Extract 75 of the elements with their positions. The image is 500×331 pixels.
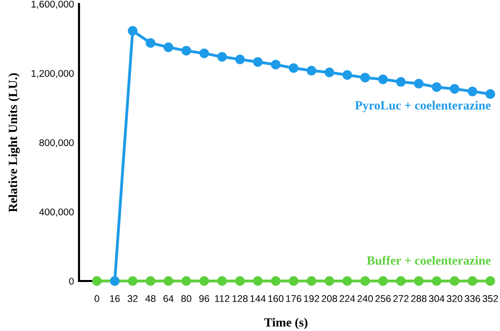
x-axis-title: Time (s): [264, 318, 308, 330]
x-tick-label: 144: [250, 295, 266, 302]
point: [181, 276, 192, 286]
x-tick-label: 352: [482, 295, 498, 302]
point: [199, 48, 210, 58]
point: [432, 276, 442, 286]
x-tick-label: 32: [128, 295, 138, 302]
point: [485, 89, 496, 99]
point: [252, 276, 263, 286]
x-tick-label: 256: [375, 295, 391, 302]
point: [468, 86, 478, 96]
x-tick-label: 128: [232, 295, 248, 302]
point: [288, 63, 298, 73]
point: [468, 276, 478, 286]
point: [342, 276, 352, 286]
point: [164, 42, 174, 52]
x-tick-label: 64: [164, 295, 174, 302]
series-label: PyroLuc + coelenterazine: [355, 100, 491, 112]
x-tick-label: 304: [428, 295, 444, 302]
point: [324, 276, 334, 286]
x-tick-label: 240: [358, 295, 373, 302]
point: [414, 78, 424, 88]
y-axis-title: Relative Light Units (LU.): [8, 73, 20, 212]
y-tick-label: 1,200,000: [32, 70, 74, 78]
point: [128, 26, 138, 36]
point: [146, 276, 156, 286]
point: [342, 70, 352, 80]
x-tick-label: 208: [322, 295, 338, 302]
point: [146, 38, 156, 48]
x-tick-label: 192: [304, 295, 320, 302]
point: [360, 72, 370, 82]
y-tick-label: 0: [69, 278, 74, 285]
point: [360, 276, 370, 286]
point: [252, 57, 263, 67]
point: [199, 276, 210, 286]
point: [92, 276, 102, 286]
y-tick-label: 800,000: [39, 139, 74, 148]
point: [235, 54, 245, 64]
point: [306, 66, 316, 76]
series-label: Buffer + coelenterazine: [366, 256, 491, 265]
x-tick-label: 96: [199, 295, 210, 302]
point: [378, 74, 388, 84]
x-tick-label: 160: [268, 295, 284, 302]
x-tick-label: 176: [286, 295, 302, 302]
point: [270, 60, 281, 70]
x-tick-label: 16: [110, 295, 120, 302]
y-tick-label: 400,000: [39, 208, 74, 217]
point: [324, 68, 334, 78]
point: [414, 276, 424, 286]
x-tick-label: 336: [464, 295, 480, 302]
point: [217, 52, 227, 62]
x-tick-label: 112: [215, 295, 230, 302]
point: [432, 82, 442, 92]
x-tick-label: 0: [94, 295, 100, 302]
x-tick-label: 288: [411, 295, 426, 302]
point: [288, 276, 298, 286]
point: [485, 276, 496, 286]
point: [164, 276, 174, 286]
point: [396, 77, 406, 87]
point: [235, 276, 245, 286]
x-tick-label: 80: [181, 295, 192, 302]
point: [181, 46, 192, 56]
point: [450, 276, 460, 286]
point: [217, 276, 227, 286]
x-tick-label: 224: [340, 295, 356, 302]
x-tick-label: 320: [446, 295, 462, 302]
y-tick-label: 1,600,000: [32, 0, 74, 9]
point: [396, 276, 406, 286]
x-tick-label: 272: [393, 295, 409, 302]
point: [378, 276, 388, 286]
point: [270, 276, 281, 286]
point: [128, 276, 138, 286]
point: [306, 276, 316, 286]
x-tick-label: 48: [145, 295, 156, 302]
point: [450, 84, 460, 94]
